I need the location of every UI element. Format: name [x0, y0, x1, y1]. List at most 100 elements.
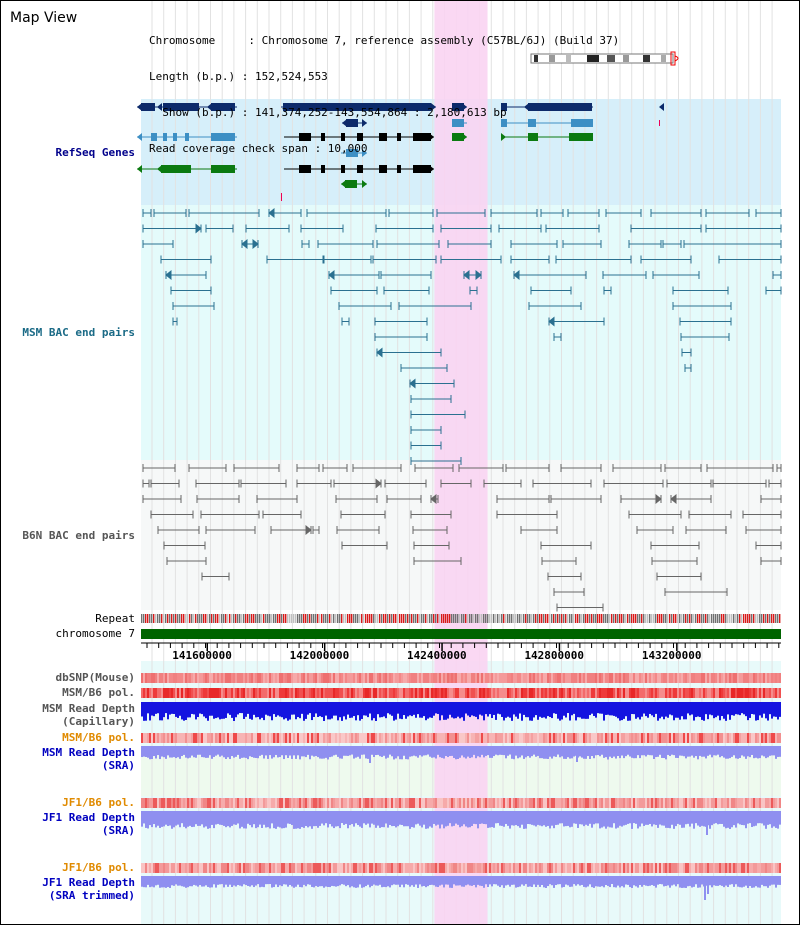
- msm-capillary-depth-bar: [771, 702, 773, 719]
- refseq-genes-label[interactable]: RefSeq Genes: [55, 146, 135, 159]
- jf1-trimmed-depth-bar: [399, 876, 401, 888]
- msm-sra-depth-bar: [305, 746, 307, 758]
- dbsnp-density-cell: [339, 673, 341, 683]
- dbsnp-label[interactable]: dbSNP(Mouse): [55, 671, 135, 684]
- jf1-sra-depth-bar: [299, 811, 301, 829]
- msm-sra-depth-bar: [729, 746, 731, 759]
- repeat-feature: [185, 614, 187, 623]
- msm-pol-label[interactable]: MSM/B6 pol.: [62, 686, 135, 699]
- msm-bac-label[interactable]: MSM BAC end pairs: [22, 326, 135, 339]
- msm-capillary-depth-bar: [619, 702, 621, 721]
- jf1-pol-cell: [303, 798, 305, 808]
- jf1-pol2-cell: [217, 863, 219, 873]
- msm-pol2-cell: [735, 733, 737, 743]
- jf1-pol-cell: [531, 798, 533, 808]
- msm-depth-capillary-label[interactable]: MSM Read Depth: [42, 702, 135, 715]
- jf1-pol-cell: [395, 798, 397, 808]
- msm-pol-cell: [763, 688, 765, 698]
- msm-pol-label-2[interactable]: MSM/B6 pol.: [62, 731, 135, 744]
- msm-pol-cell: [673, 688, 675, 698]
- jf1-sra-depth-bar: [715, 811, 717, 824]
- gene-strand-arrow: [137, 103, 142, 111]
- msm-pol2-cell: [513, 733, 515, 743]
- dbsnp-density-cell: [729, 673, 731, 683]
- info-chromosome: Chromosome : Chromosome 7, reference ass…: [149, 34, 620, 47]
- msm-capillary-depth-bar: [155, 702, 157, 714]
- jf1-sra-depth-bar: [443, 811, 445, 829]
- msm-sra-depth-bar: [413, 746, 415, 756]
- repeat-feature: [445, 614, 447, 623]
- jf1-pol-label[interactable]: JF1/B6 pol.: [62, 796, 135, 809]
- jf1-trimmed-depth-bar: [413, 876, 415, 887]
- jf1-sra-depth-bar: [677, 811, 679, 824]
- msm-pol-cell: [431, 688, 433, 698]
- dbsnp-density-cell: [649, 673, 651, 683]
- jf1-sra-depth-bar: [415, 811, 417, 825]
- jf1-pol2-cell: [767, 863, 769, 873]
- msm-pol-cell: [217, 688, 219, 698]
- gene-exon: [211, 165, 235, 173]
- msm-pol-cell: [279, 688, 281, 698]
- repeat-label[interactable]: Repeat: [95, 612, 135, 625]
- jf1-pol2-cell: [349, 863, 351, 873]
- jf1-sra-depth-bar: [179, 811, 181, 828]
- jf1-pol2-cell: [201, 863, 203, 873]
- jf1-pol-cell: [643, 798, 645, 808]
- jf1-depth-trimmed-label[interactable]: JF1 Read Depth: [42, 876, 135, 889]
- msm-sra-depth-bar: [451, 746, 453, 756]
- repeat-feature: [247, 614, 249, 623]
- msm-capillary-depth-bar: [615, 702, 617, 717]
- jf1-sra-depth-bar: [517, 811, 519, 827]
- jf1-sra-depth-bar: [499, 811, 501, 826]
- msm-pol-cell: [425, 688, 427, 698]
- msm-capillary-depth-bar: [485, 702, 487, 715]
- jf1-trimmed-depth-bar: [647, 876, 649, 887]
- jf1-pol2-cell: [293, 863, 295, 873]
- jf1-trimmed-depth-bar: [485, 876, 487, 885]
- msm-pol-cell: [233, 688, 235, 698]
- msm-sra-depth-bar: [593, 746, 595, 759]
- dbsnp-density-cell: [447, 673, 449, 683]
- jf1-pol-cell: [467, 798, 469, 808]
- msm-sra-depth-bar: [609, 746, 611, 757]
- jf1-trimmed-depth-bar: [431, 876, 433, 885]
- dbsnp-density-cell: [757, 673, 759, 683]
- jf1-pol2-cell: [757, 863, 759, 873]
- dbsnp-density-cell: [317, 673, 319, 683]
- jf1-pol-cell: [185, 798, 187, 808]
- jf1-sra-depth-bar: [263, 811, 265, 825]
- msm-capillary-depth-bar: [763, 702, 765, 714]
- msm-sra-depth-bar: [697, 746, 699, 760]
- repeat-feature: [493, 614, 495, 623]
- jf1-pol2-cell: [717, 863, 719, 873]
- repeat-feature: [667, 614, 669, 623]
- dbsnp-density-cell: [541, 673, 543, 683]
- repeat-feature: [539, 614, 541, 623]
- msm-capillary-depth-bar: [769, 702, 771, 715]
- msm-sra-depth-bar: [157, 746, 159, 756]
- jf1-trimmed-depth-bar: [759, 876, 761, 888]
- dbsnp-density-cell: [523, 673, 525, 683]
- msm-pol2-cell: [583, 733, 585, 743]
- msm-capillary-depth-bar: [253, 702, 255, 715]
- repeat-feature: [457, 614, 459, 623]
- msm-pol2-cell: [587, 733, 589, 743]
- msm-pol-cell: [175, 688, 177, 698]
- repeat-feature: [589, 614, 591, 623]
- dbsnp-density-cell: [233, 673, 235, 683]
- jf1-depth-sra-label[interactable]: JF1 Read Depth: [42, 811, 135, 824]
- jf1-pol-cell: [421, 798, 423, 808]
- jf1-sra-depth-bar: [405, 811, 407, 827]
- msm-capillary-depth-bar: [325, 702, 327, 716]
- msm-capillary-depth-bar: [669, 702, 671, 715]
- b6n-bac-label[interactable]: B6N BAC end pairs: [22, 529, 135, 542]
- msm-depth-sra-label[interactable]: MSM Read Depth: [42, 746, 135, 759]
- jf1-pol-cell: [149, 798, 151, 808]
- dbsnp-density-cell: [589, 673, 591, 683]
- jf1-pol-cell: [739, 798, 741, 808]
- jf1-pol-cell: [677, 798, 679, 808]
- msm-sra-depth-bar: [163, 746, 165, 758]
- jf1-pol-label-2[interactable]: JF1/B6 pol.: [62, 861, 135, 874]
- jf1-pol-cell: [513, 798, 515, 808]
